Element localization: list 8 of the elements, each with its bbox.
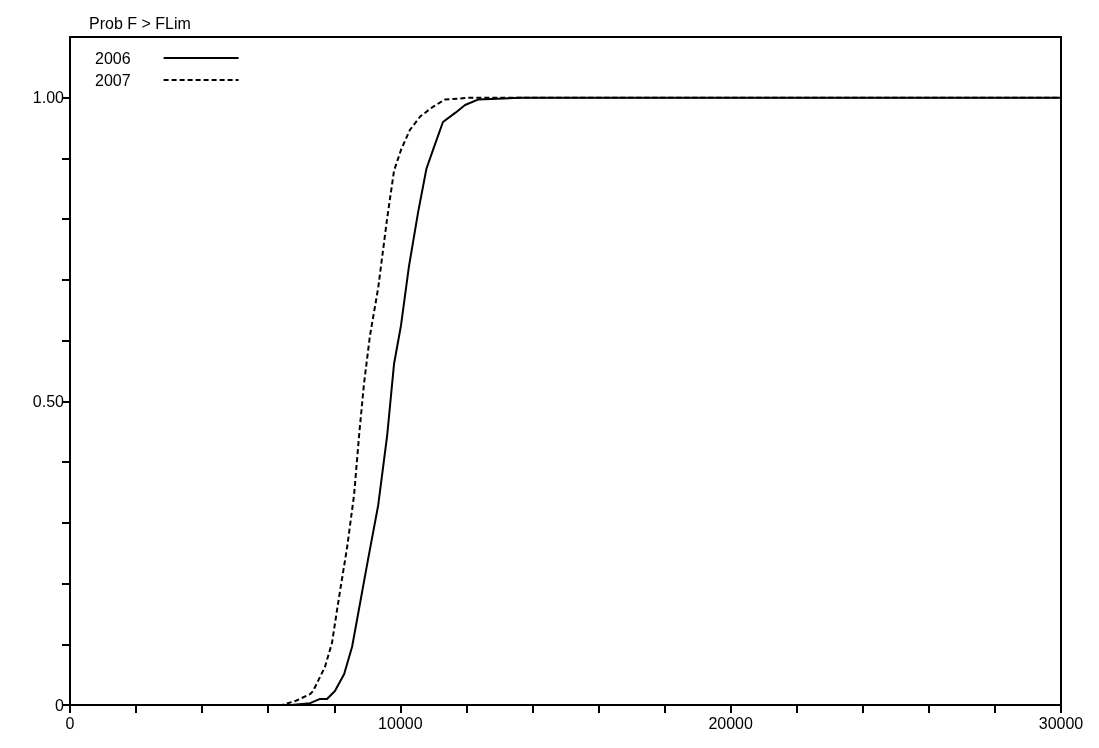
x-tick-label: 10000	[378, 714, 423, 732]
x-tick-label: 30000	[1038, 714, 1084, 732]
y-axis-title: Prob F > FLim	[89, 14, 191, 32]
legend-label: 2007	[95, 71, 131, 89]
y-tick-label: 1.00	[32, 89, 65, 107]
x-tick-label: 20000	[708, 714, 754, 732]
y-tick-label: 0.50	[32, 392, 65, 410]
legend-label: 2006	[95, 49, 131, 67]
